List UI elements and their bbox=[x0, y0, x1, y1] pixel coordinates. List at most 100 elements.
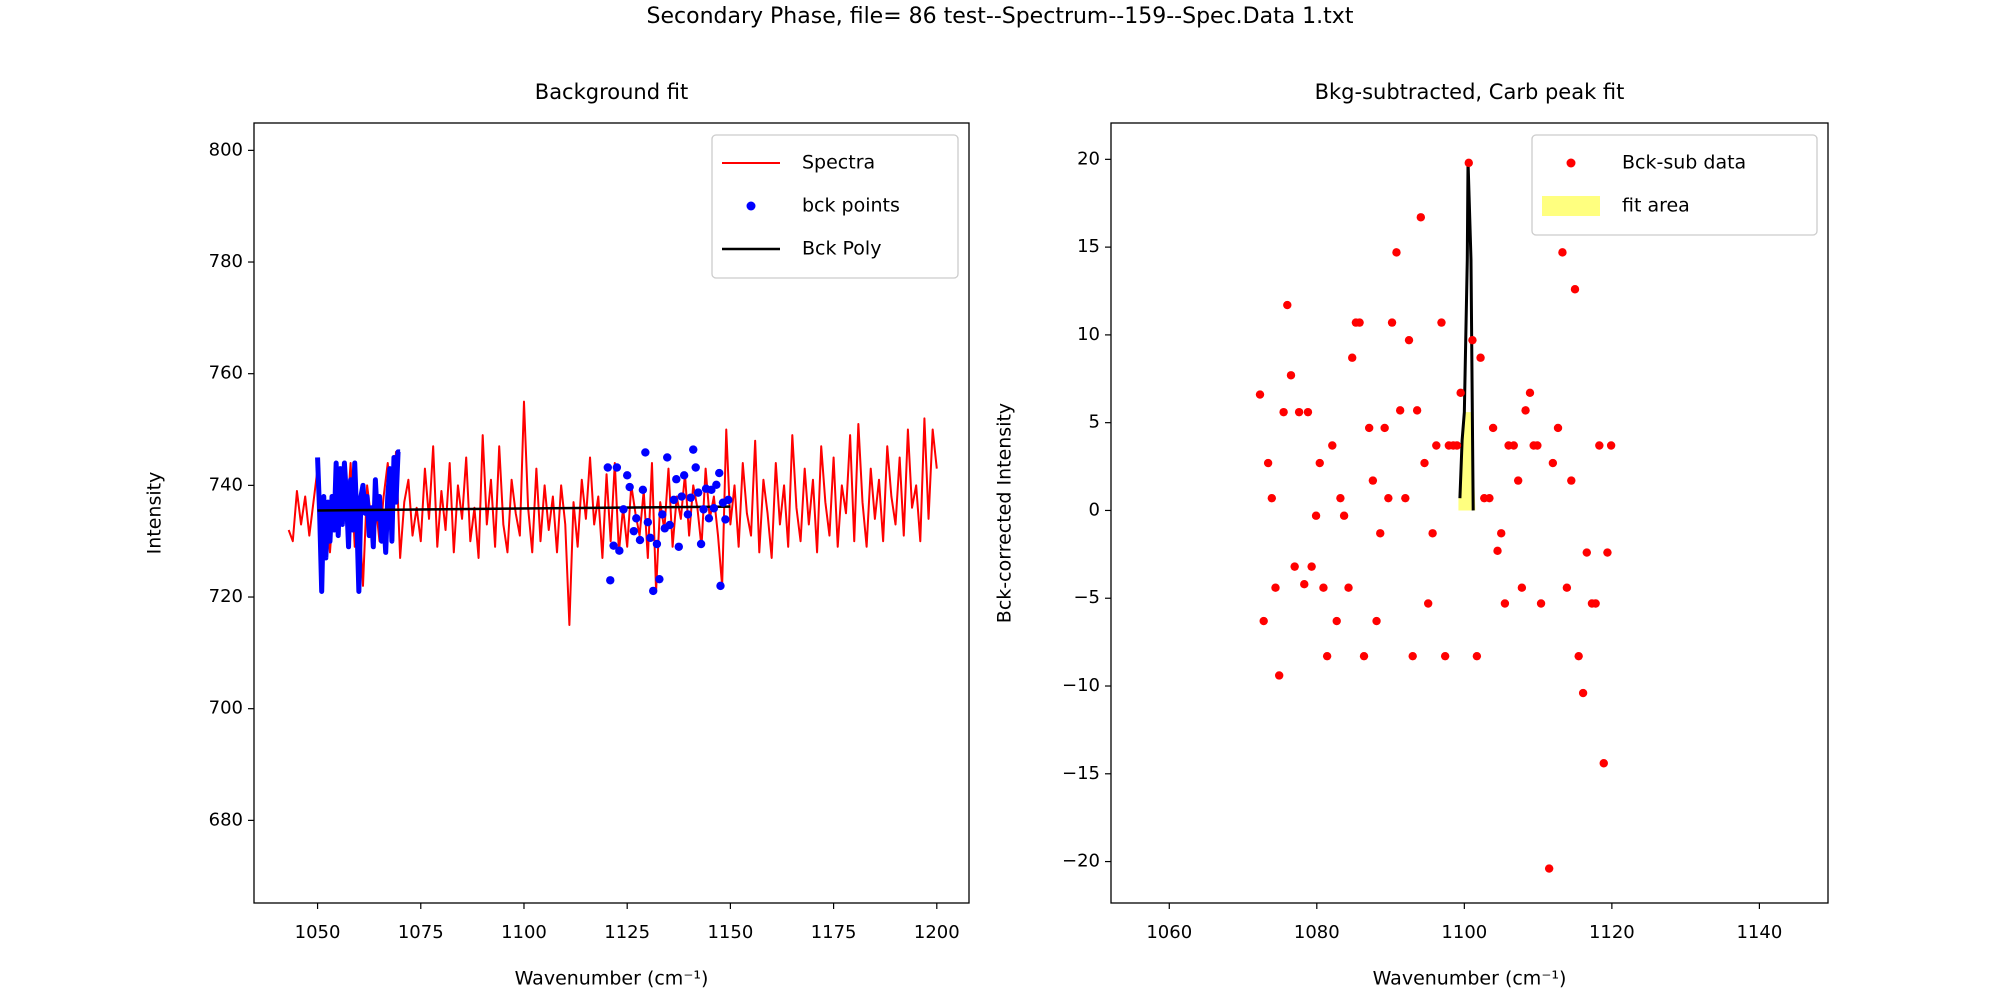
data-point bbox=[1599, 759, 1608, 768]
data-point bbox=[1336, 493, 1345, 503]
data-point bbox=[679, 471, 689, 480]
data-point bbox=[709, 504, 719, 513]
data-point bbox=[1274, 671, 1284, 680]
data-point bbox=[716, 581, 725, 591]
x-tick-label: 1150 bbox=[707, 922, 753, 943]
y-tick-label: −10 bbox=[1062, 675, 1100, 696]
data-point bbox=[1464, 158, 1473, 168]
data-point bbox=[652, 539, 662, 549]
data-point bbox=[1401, 493, 1410, 503]
y-tick-label: 760 bbox=[209, 363, 243, 384]
data-point bbox=[622, 471, 632, 480]
data-point bbox=[665, 520, 674, 530]
data-point bbox=[1376, 529, 1385, 538]
data-point bbox=[1300, 579, 1309, 589]
y-tick-label: 5 bbox=[1089, 412, 1100, 433]
data-point bbox=[1440, 651, 1450, 661]
data-point bbox=[1384, 493, 1393, 503]
data-point bbox=[1364, 423, 1374, 433]
legend: Spectra bck points Bck Poly bbox=[711, 134, 959, 279]
data-point bbox=[1574, 651, 1583, 661]
data-point bbox=[1412, 406, 1422, 415]
data-point bbox=[638, 485, 648, 495]
y-tick-label: −20 bbox=[1062, 851, 1100, 872]
data-point bbox=[1606, 441, 1616, 450]
data-point bbox=[1432, 441, 1441, 450]
data-point bbox=[1267, 493, 1277, 503]
data-point bbox=[691, 463, 700, 472]
y-tick-label: 720 bbox=[209, 586, 243, 607]
data-point bbox=[629, 526, 638, 536]
data-point bbox=[1500, 599, 1510, 608]
data-point bbox=[1307, 562, 1316, 571]
data-point bbox=[1437, 318, 1446, 327]
figure-title: Secondary Phase, file= 86 test--Spectrum… bbox=[647, 4, 1354, 29]
legend-label: bck points bbox=[802, 195, 900, 217]
data-point bbox=[1533, 441, 1542, 450]
data-point bbox=[1562, 583, 1572, 592]
y-tick-label: 800 bbox=[209, 139, 243, 160]
legend-label: fit area bbox=[1622, 195, 1690, 217]
data-point bbox=[1283, 300, 1292, 310]
legend: Bck-sub data fit area bbox=[1531, 134, 1818, 236]
data-point bbox=[1472, 651, 1482, 661]
data-point bbox=[677, 492, 686, 501]
data-point bbox=[674, 542, 683, 551]
data-point bbox=[704, 514, 714, 523]
axes: Background fit Wavenumber (cm⁻¹) Intensity… bbox=[144, 80, 970, 990]
data-point bbox=[1279, 407, 1288, 417]
y-tick-label: 15 bbox=[1077, 236, 1100, 257]
legend-box bbox=[1531, 134, 1818, 236]
data-point bbox=[1536, 599, 1546, 608]
x-tick-label: 1175 bbox=[811, 922, 857, 943]
data-point bbox=[1521, 406, 1530, 415]
data-point bbox=[1395, 406, 1405, 415]
data-point bbox=[603, 463, 612, 472]
data-point bbox=[1255, 390, 1265, 399]
y-tick-label: −5 bbox=[1073, 587, 1100, 608]
data-point bbox=[646, 533, 655, 543]
data-point bbox=[643, 518, 653, 527]
data-point bbox=[689, 445, 698, 454]
data-point bbox=[669, 495, 679, 505]
data-point bbox=[1595, 441, 1604, 450]
data-point bbox=[1263, 458, 1273, 468]
data-point bbox=[686, 493, 695, 502]
y-tick-label: 0 bbox=[1089, 499, 1100, 520]
y-tick-label: 10 bbox=[1077, 324, 1100, 345]
data-point bbox=[663, 453, 672, 462]
data-point bbox=[1452, 441, 1462, 450]
data-point bbox=[712, 480, 721, 490]
data-point bbox=[1570, 285, 1580, 294]
data-point bbox=[721, 515, 730, 524]
data-point bbox=[724, 495, 733, 505]
data-point bbox=[1322, 651, 1332, 661]
data-point bbox=[1387, 318, 1397, 327]
data-point bbox=[1525, 388, 1535, 398]
axes-frame bbox=[253, 122, 970, 904]
data-point bbox=[1509, 441, 1518, 450]
data-point bbox=[1485, 493, 1494, 503]
data-point bbox=[1567, 476, 1576, 485]
data-point bbox=[1416, 213, 1426, 222]
x-tick-label: 1140 bbox=[1736, 922, 1782, 943]
data-point bbox=[658, 510, 667, 519]
data-point bbox=[672, 475, 681, 484]
y-axis-label: Bck-corrected Intensity bbox=[994, 403, 1016, 623]
data-point bbox=[625, 482, 634, 492]
y-tick-label: 780 bbox=[209, 251, 243, 272]
legend-label: Spectra bbox=[802, 152, 875, 174]
data-point bbox=[1392, 248, 1401, 257]
data-point bbox=[1294, 407, 1304, 417]
legend-swatch bbox=[1542, 196, 1600, 216]
data-point bbox=[1328, 441, 1337, 450]
x-tick-label: 1100 bbox=[1441, 922, 1487, 943]
x-axis-label: Wavenumber (cm⁻¹) bbox=[515, 968, 709, 990]
y-tick-label: 680 bbox=[209, 809, 243, 830]
data-point bbox=[1348, 353, 1357, 362]
axes: Bkg-subtracted, Carb peak fit Wavenumber … bbox=[994, 80, 1829, 990]
data-point bbox=[1359, 651, 1369, 661]
data-point bbox=[1553, 423, 1563, 433]
